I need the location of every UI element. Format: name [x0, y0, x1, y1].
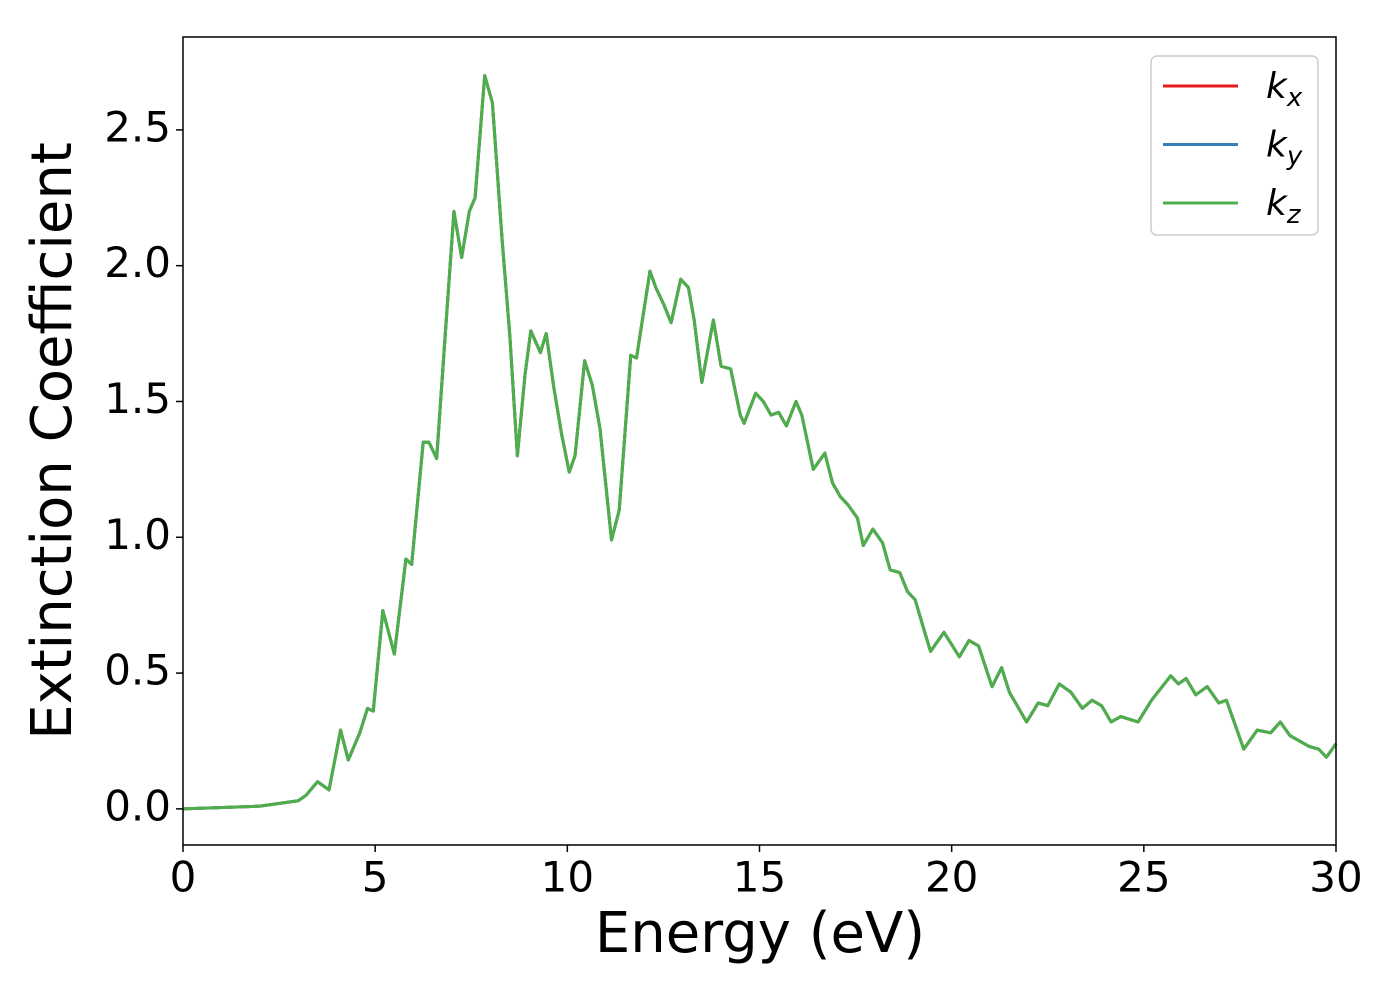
x-tick-label: 25 — [1117, 853, 1170, 902]
x-tick-label: 0 — [170, 853, 197, 902]
y-tick-label: 1.5 — [104, 374, 171, 423]
plot-frame — [182, 36, 1337, 846]
x-tick-label: 5 — [362, 853, 389, 902]
x-tick-label: 20 — [925, 853, 978, 902]
legend-label: kz — [1266, 183, 1302, 230]
y-tick-label: 2.0 — [104, 238, 171, 287]
y-tick-label: 1.0 — [104, 510, 171, 559]
x-tick-label: 10 — [541, 853, 594, 902]
legend-label: kx — [1266, 66, 1303, 113]
data-line — [182, 74, 1338, 811]
x-axis-label: Energy (eV) — [595, 901, 925, 966]
x-tick-label: 30 — [1309, 853, 1362, 902]
y-tick-label: 0.0 — [104, 781, 171, 830]
y-tick-label: 0.5 — [104, 646, 171, 695]
legend-label: ky — [1266, 125, 1303, 172]
x-tick-label: 15 — [733, 853, 786, 902]
y-axis-label: Extinction Coefficient — [20, 142, 85, 740]
y-tick-label: 2.5 — [104, 102, 171, 151]
